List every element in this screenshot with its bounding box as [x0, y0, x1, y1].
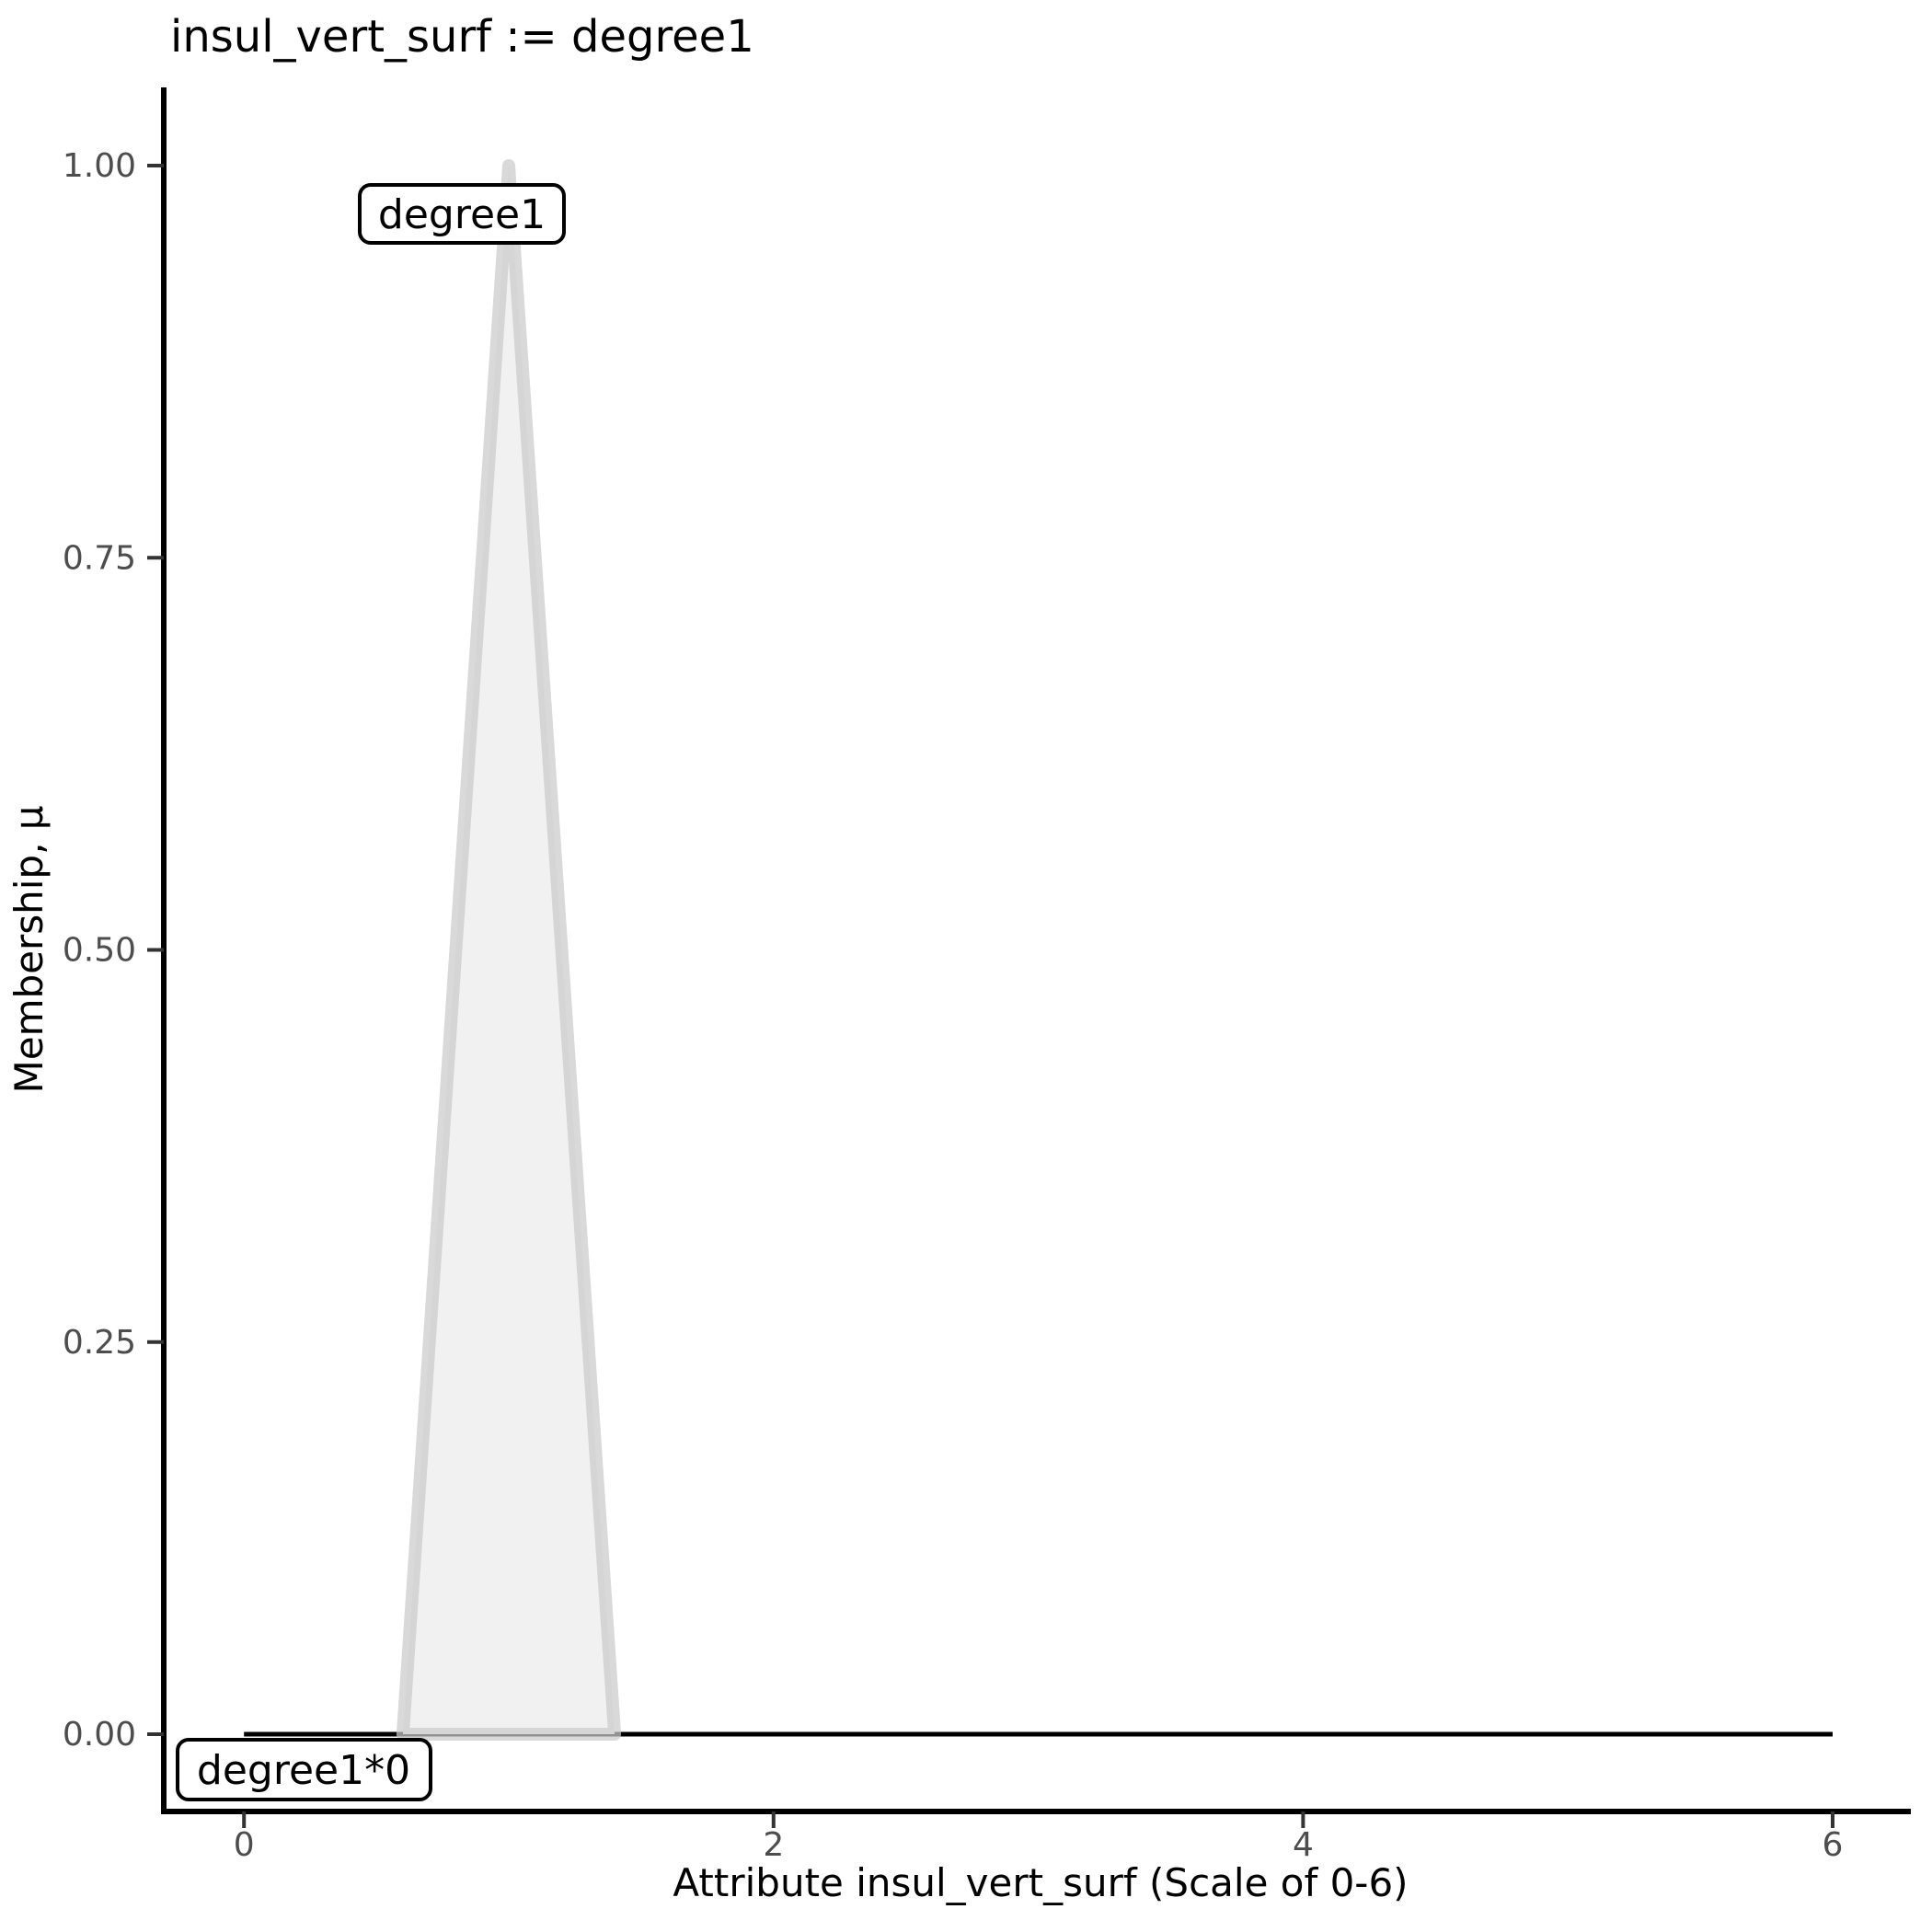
y-tick-label: 0.50	[63, 932, 136, 970]
y-axis: 0.00 0.25 0.50 0.75 1.00	[63, 87, 167, 1811]
chart-title: insul_vert_surf := degree1	[170, 11, 754, 63]
x-tick-group: 0 2 4 6	[234, 1811, 1844, 1864]
x-tick-label: 4	[1293, 1826, 1314, 1864]
y-tick-label: 1.00	[63, 147, 136, 185]
y-axis-title: Membership, μ	[6, 805, 52, 1093]
x-axis-title: Attribute insul_vert_surf (Scale of 0-6)	[673, 1860, 1408, 1905]
y-tick-label: 0.00	[63, 1716, 136, 1754]
y-tick-label: 0.25	[63, 1324, 136, 1362]
annotation-degree1: degree1	[358, 183, 566, 245]
y-tick-group: 0.00 0.25 0.50 0.75 1.00	[63, 147, 164, 1754]
series-degree1	[396, 159, 622, 1741]
x-tick-label: 0	[234, 1826, 255, 1864]
plot-area	[244, 159, 1833, 1741]
annotation-degree1x0-label: degree1*0	[197, 1747, 410, 1794]
annotation-degree1x0: degree1*0	[176, 1738, 432, 1801]
y-tick-label: 0.75	[63, 539, 136, 577]
x-tick-label: 6	[1823, 1826, 1844, 1864]
annotation-degree1x0-box	[176, 1738, 432, 1801]
annotation-degree1-box	[358, 183, 566, 245]
annotation-degree1-label: degree1	[378, 191, 546, 238]
x-axis: 0 2 4 6	[161, 1809, 1911, 1864]
x-tick-label: 2	[763, 1826, 784, 1864]
